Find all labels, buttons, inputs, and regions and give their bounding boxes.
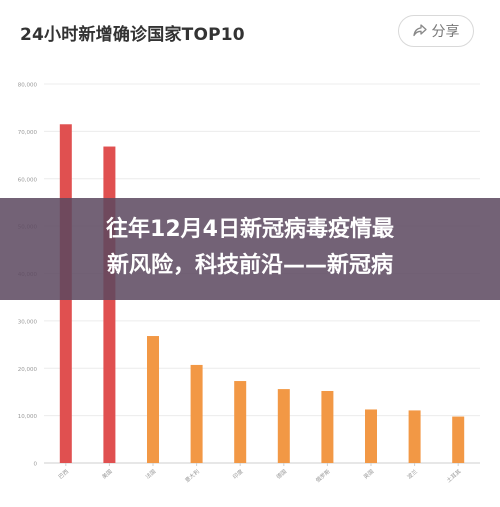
y-tick-label: 30,000 bbox=[18, 319, 38, 325]
x-tick-label: 印度 bbox=[231, 467, 245, 481]
x-tick-label: 意大利 bbox=[183, 467, 201, 484]
x-tick-label: 法国 bbox=[144, 467, 158, 481]
share-label: 分享 bbox=[431, 24, 460, 40]
x-tick-label: 德国 bbox=[275, 467, 289, 481]
x-tick-label: 巴西 bbox=[57, 468, 70, 481]
x-tick-label: 土耳其 bbox=[445, 467, 463, 484]
article-title-banner: 往年12月4日新冠病毒疫情最 新风险，科技前沿——新冠病 bbox=[0, 198, 500, 300]
y-tick-label: 0 bbox=[34, 462, 38, 468]
x-tick-label: 美国 bbox=[100, 467, 114, 481]
y-tick-label: 20,000 bbox=[18, 367, 38, 373]
y-tick-label: 70,000 bbox=[18, 130, 38, 136]
y-tick-label: 10,000 bbox=[18, 414, 38, 420]
bar bbox=[147, 336, 159, 463]
bar bbox=[234, 381, 247, 463]
bar bbox=[103, 146, 116, 463]
chart-title: 24小时新增确诊国家TOP10 bbox=[20, 25, 245, 45]
share-icon bbox=[412, 24, 427, 38]
x-tick-label: 波兰 bbox=[405, 467, 419, 481]
share-button[interactable]: 分享 bbox=[398, 15, 474, 47]
bar bbox=[452, 416, 465, 463]
x-tick-label: 俄罗斯 bbox=[314, 467, 332, 484]
x-tick-label: 英国 bbox=[362, 467, 376, 481]
bar bbox=[321, 390, 334, 463]
bar bbox=[408, 410, 421, 463]
y-tick-label: 60,000 bbox=[18, 177, 38, 183]
banner-line-2: 新风险，科技前沿——新冠病 bbox=[106, 253, 393, 278]
bar bbox=[365, 409, 377, 463]
y-tick-label: 80,000 bbox=[18, 83, 38, 89]
bar bbox=[190, 364, 203, 463]
bar bbox=[277, 389, 290, 463]
banner-line-1: 往年12月4日新冠病毒疫情最 bbox=[106, 217, 394, 242]
